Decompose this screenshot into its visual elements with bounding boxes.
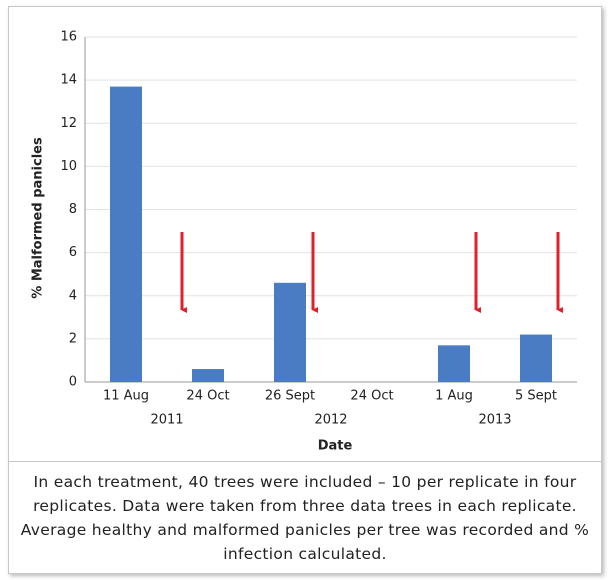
group-label: 2012 [314,413,347,428]
y-tick-label: 0 [69,375,77,390]
group-label: 2013 [478,413,511,428]
y-tick-label: 2 [69,331,77,346]
x-axis-title: Date [318,439,353,454]
x-tick-label: 5 Sept [515,389,557,404]
y-tick-label: 4 [69,288,77,303]
y-tick-label: 8 [69,202,77,217]
bar [192,369,224,382]
chart: % Malformed panicles Date 0 2 4 6 8 10 12 14 16 1… [31,30,577,454]
x-tick-label: 11 Aug [103,389,149,404]
bar [274,282,306,382]
x-tick-label: 26 Sept [265,389,315,404]
x-tick-label: 24 Oct [350,389,393,404]
x-tick-label: 1 Aug [435,389,473,404]
bar [438,345,470,382]
bar [110,86,142,382]
caption: In each treatment, 40 trees were include… [20,473,590,563]
y-tick-label: 14 [60,73,77,88]
y-tick-label: 16 [60,30,77,45]
y-tick-label: 10 [60,159,77,174]
arrow-annotations [180,232,563,313]
y-axis-title: % Malformed panicles [31,137,46,299]
divider [9,461,601,462]
y-tick-label: 6 [69,245,77,260]
y-tick-label: 12 [60,116,77,131]
bar [520,334,552,382]
group-label: 2011 [150,413,183,428]
x-tick-label: 24 Oct [186,389,229,404]
